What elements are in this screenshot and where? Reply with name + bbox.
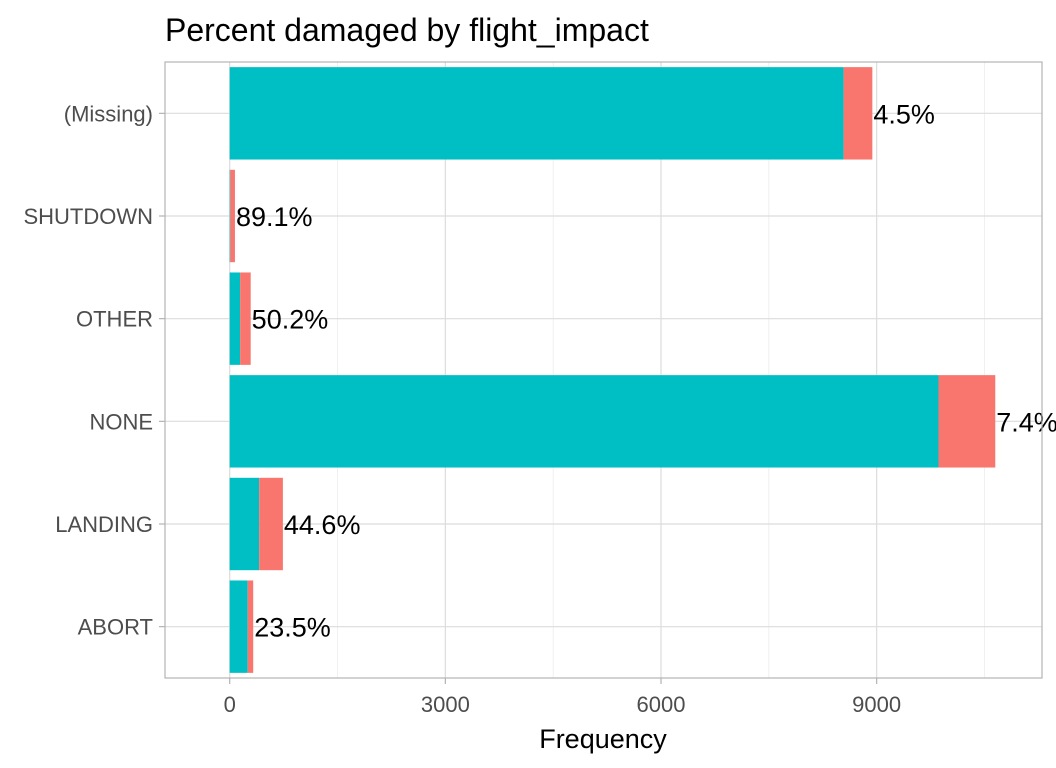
bar-not-damaged	[229, 272, 241, 365]
data-label: 23.5%	[254, 613, 331, 643]
y-tick-label: NONE	[89, 409, 153, 434]
bar-not-damaged	[229, 580, 248, 673]
x-axis: 0 3000 6000 9000	[224, 678, 901, 717]
chart-title: Percent damaged by flight_impact	[165, 12, 649, 48]
y-tick-label: LANDING	[55, 512, 153, 537]
x-axis-title: Frequency	[539, 724, 667, 754]
x-tick-label: 3000	[421, 692, 470, 717]
bars	[229, 67, 996, 673]
data-label: 44.6%	[284, 510, 361, 540]
x-tick-label: 0	[224, 692, 236, 717]
bar-damaged	[259, 477, 283, 571]
bar-not-damaged	[229, 169, 231, 263]
data-label: 50.2%	[252, 305, 329, 335]
bar-not-damaged	[229, 375, 939, 468]
bar-damaged	[240, 272, 251, 365]
bar-not-damaged	[229, 67, 844, 160]
bar-not-damaged	[229, 477, 260, 571]
data-labels: 4.5% 89.1% 50.2% 7.4% 44.6% 23.5%	[236, 99, 1056, 642]
bar-damaged	[247, 580, 254, 673]
bar-damaged	[938, 375, 996, 468]
y-tick-label: SHUTDOWN	[23, 204, 153, 229]
y-axis: (Missing) SHUTDOWN OTHER NONE LANDING ABORT	[23, 101, 165, 640]
data-label: 7.4%	[996, 407, 1056, 437]
x-tick-label: 6000	[637, 692, 686, 717]
y-tick-label: ABORT	[78, 615, 153, 640]
y-tick-label: OTHER	[76, 307, 153, 332]
y-tick-label: (Missing)	[64, 101, 153, 126]
plot-panel-border	[164, 61, 1043, 679]
data-label: 89.1%	[236, 202, 313, 232]
bar-damaged	[230, 169, 235, 263]
data-label: 4.5%	[873, 99, 935, 129]
x-tick-label: 9000	[852, 692, 901, 717]
bar-damaged	[843, 67, 873, 160]
